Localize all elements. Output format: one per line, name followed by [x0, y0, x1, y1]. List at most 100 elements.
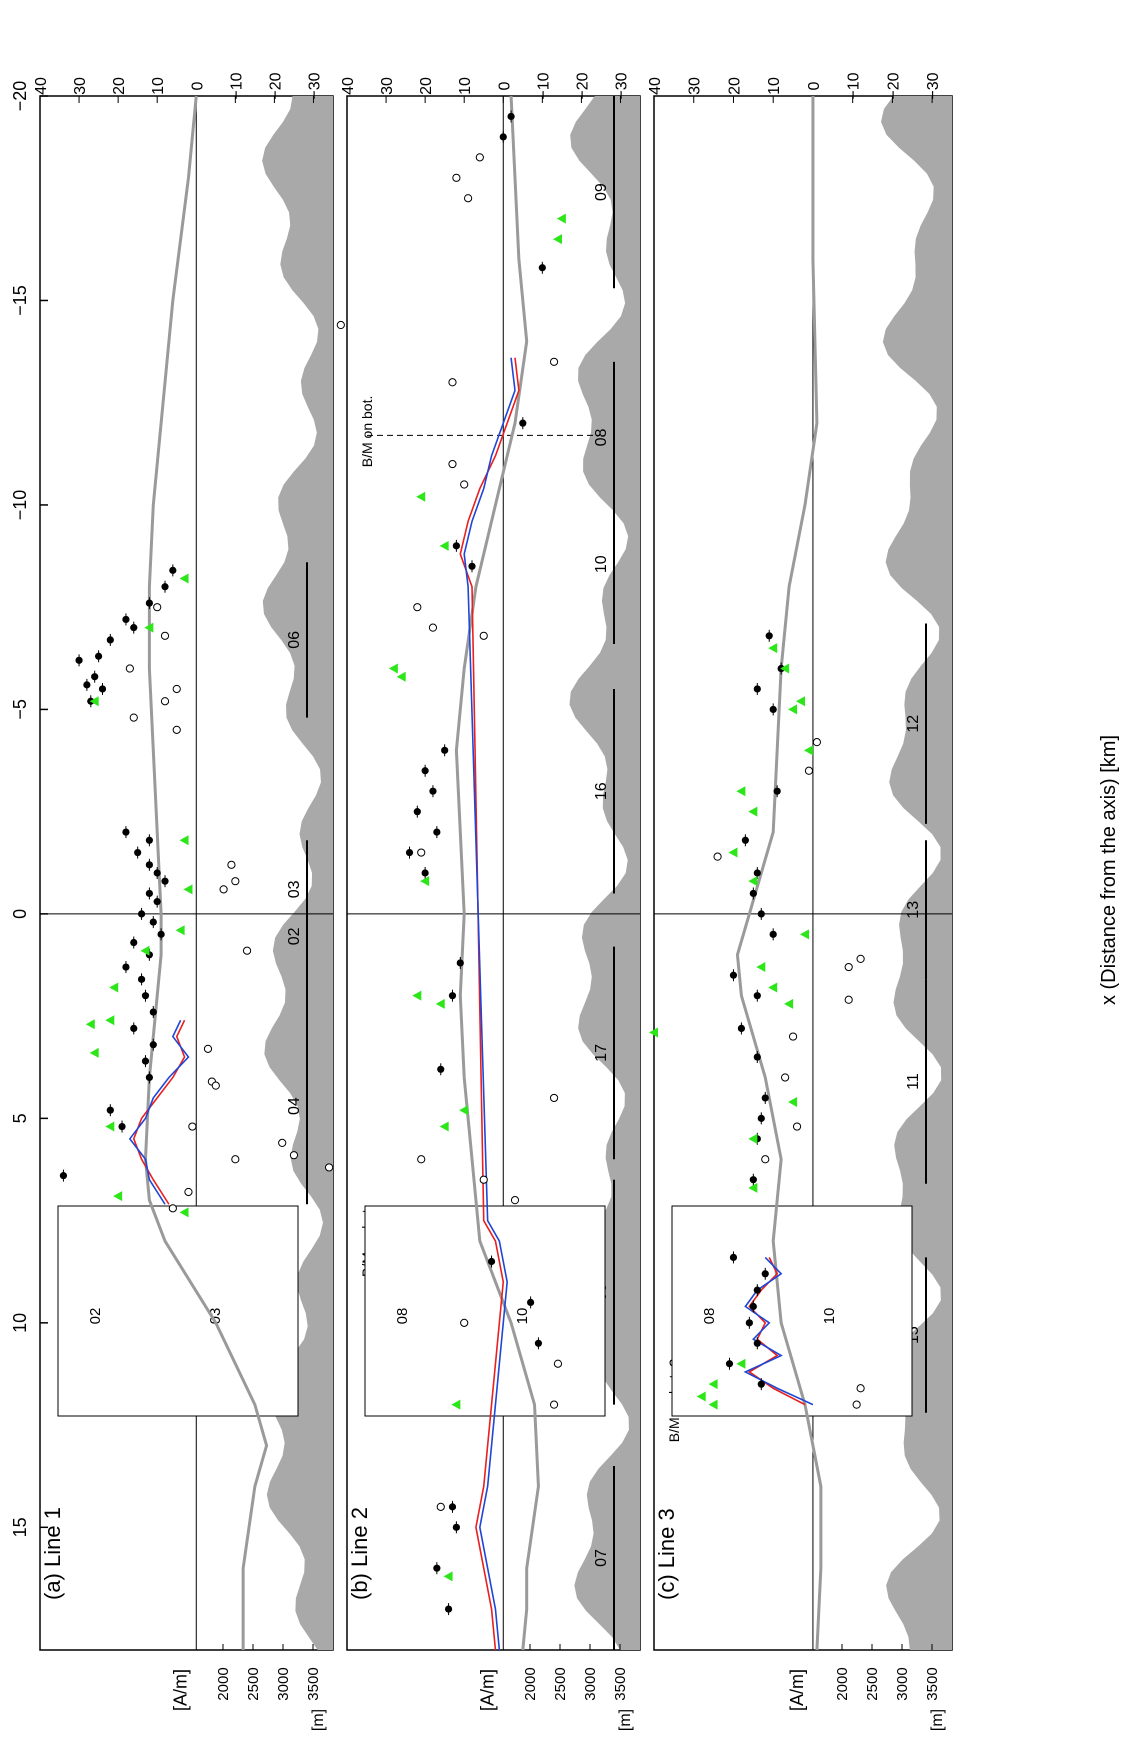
filled-point [157, 930, 165, 938]
green-triangle [396, 671, 406, 682]
x-tick-label: 15 [10, 1517, 30, 1537]
green-triangle [736, 786, 746, 797]
filled-point [499, 133, 507, 141]
depth-tick-label: 3000 [275, 1667, 292, 1700]
depth-axis-label: [m] [617, 1709, 634, 1731]
y-tick-label: 0 [189, 81, 206, 90]
green-triangle [89, 1047, 99, 1058]
open-point [852, 1400, 861, 1409]
filled-point [153, 869, 161, 877]
filled-point [145, 836, 153, 844]
open-point [324, 1163, 334, 1172]
y-tick-label: 40 [33, 77, 50, 95]
filled-point [421, 869, 429, 877]
green-triangle [85, 1019, 95, 1030]
x-tick-label: 10 [10, 1313, 30, 1333]
blue-profile [128, 1019, 190, 1205]
filled-point [421, 767, 429, 775]
open-point [479, 631, 488, 640]
open-point [188, 1122, 197, 1131]
inset-box [57, 1205, 299, 1417]
dive-label: 10 [593, 555, 610, 573]
filled-point [153, 898, 161, 906]
inset-label: 08 [701, 1308, 718, 1325]
open-point [417, 848, 426, 857]
green-triangle [708, 1379, 718, 1390]
filled-point [130, 1024, 138, 1032]
filled-point [433, 828, 441, 836]
y-tick-label: 10 [766, 77, 783, 95]
y-tick-label: 10 [457, 77, 474, 95]
y-tick-label: −30 [306, 72, 323, 99]
green-triangle [796, 696, 806, 707]
open-point [781, 1073, 790, 1082]
open-point [172, 725, 181, 734]
filled-point [161, 877, 169, 885]
filled-point [753, 992, 761, 1000]
filled-point [452, 542, 460, 550]
depth-tick-label: 2000 [522, 1667, 539, 1700]
green-triangle [109, 982, 119, 993]
filled-point [448, 992, 457, 1000]
filled-point [741, 836, 749, 844]
green-triangle [803, 745, 813, 756]
filled-point [118, 1122, 126, 1131]
filled-point [83, 681, 91, 689]
bm-annotation: B/M on bot. [359, 396, 375, 468]
filled-point [145, 599, 153, 607]
green-triangle [748, 1182, 758, 1193]
dive-label: 02 [286, 927, 303, 945]
green-triangle [748, 876, 758, 887]
y-axis-label: [A/m] [787, 1669, 807, 1711]
open-point [804, 766, 814, 775]
filled-point [452, 1523, 460, 1531]
dive-label: 16 [593, 782, 610, 800]
filled-point [59, 1172, 68, 1180]
filled-point [437, 1065, 445, 1073]
open-point [761, 1155, 770, 1164]
green-triangle [696, 1391, 706, 1402]
y-tick-label: −10 [535, 72, 552, 99]
filled-point [456, 959, 464, 967]
dive-label: 04 [286, 1097, 303, 1115]
open-point [184, 1187, 193, 1197]
filled-point [106, 1106, 114, 1114]
dive-label: 07 [593, 1549, 610, 1567]
filled-point [761, 1270, 769, 1278]
dive-label: 17 [593, 1044, 610, 1062]
green-triangle [556, 213, 566, 224]
inset-box [671, 1205, 913, 1417]
y-tick-label: −10 [846, 72, 863, 99]
filled-point [468, 562, 476, 570]
open-point [553, 1359, 563, 1368]
y-tick-label: 30 [687, 77, 704, 95]
green-triangle [788, 704, 798, 715]
depth-tick-label: 2500 [245, 1667, 262, 1700]
depth-tick-label: 3500 [612, 1667, 629, 1700]
filled-point [729, 1253, 738, 1262]
y-tick-label: −20 [267, 72, 284, 99]
filled-point [130, 624, 138, 632]
green-triangle [179, 1207, 189, 1218]
filled-point [507, 112, 515, 121]
filled-point [538, 264, 546, 272]
panel: 40 30 20 10 0 −10 −20 −30 [A/m] 2000 2500 3000 3500 [… [647, 72, 953, 1731]
green-triangle [728, 847, 738, 858]
inset-label: 10 [821, 1308, 838, 1325]
y-tick-label: 20 [111, 77, 128, 95]
filled-point [141, 992, 150, 1000]
filled-point [149, 1008, 157, 1016]
open-point [289, 1151, 299, 1160]
filled-point [737, 1024, 746, 1032]
filled-point [769, 930, 777, 938]
filled-point [149, 918, 157, 926]
blue-profile [463, 357, 516, 1651]
green-triangle [439, 540, 449, 551]
filled-point [725, 1360, 734, 1368]
filled-point [405, 848, 414, 857]
filled-point [745, 1319, 753, 1327]
y-tick-label: 20 [418, 77, 435, 95]
green-triangle [179, 573, 189, 584]
panel: 40 30 20 10 0 −10 −20 −30 [A/m] 2000 2500 3000 3500 [… [340, 72, 641, 1731]
